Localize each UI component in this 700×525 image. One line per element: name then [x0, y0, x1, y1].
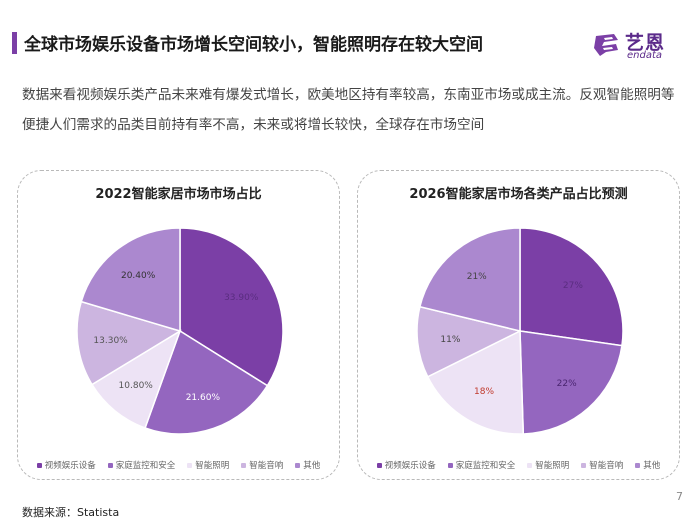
legend-item: 家庭监控和安全 — [447, 459, 515, 471]
logo-text-en: endata — [627, 50, 663, 61]
chart-title: 2026智能家居市场各类产品占比预测 — [409, 187, 628, 202]
legend-item: 其他 — [295, 459, 320, 471]
chart-legend: 视频娱乐设备 家庭监控和安全 智能照明 智能音响 其他 — [358, 459, 679, 471]
legend-item: 视频娱乐设备 — [376, 459, 436, 471]
pie-slice — [426, 329, 525, 435]
slice-label: 21.60% — [186, 393, 221, 403]
slice-label: 20.40% — [121, 271, 156, 281]
intro-paragraph: 数据来看视频娱乐类产品未来难有爆发式增长，欧美地区持有率较高，东南亚市场或成主流… — [22, 87, 675, 133]
slice-label: 18% — [474, 387, 494, 397]
brand-logo: 艺恩 endata — [592, 26, 687, 62]
legend-item: 其他 — [635, 459, 660, 471]
page-number: 7 — [676, 490, 683, 503]
chart-title: 2022智能家居市场市场占比 — [95, 187, 262, 202]
legend-item: 智能音响 — [581, 459, 623, 471]
slice-label: 13.30% — [93, 336, 128, 346]
legend-item: 智能照明 — [527, 459, 569, 471]
slice-label: 33.90% — [224, 293, 259, 303]
logo-text-cn: 艺恩 — [625, 32, 666, 54]
title-accent-bar — [12, 32, 17, 54]
legend-item: 家庭监控和安全 — [107, 459, 175, 471]
logo-icon — [594, 34, 618, 56]
pie-slice — [80, 227, 181, 333]
data-source: 数据来源：Statista — [22, 506, 120, 519]
pie-slice — [76, 300, 182, 386]
slice-label: 10.80% — [119, 381, 154, 391]
slice-label: 27% — [563, 281, 583, 291]
legend-item: 智能照明 — [187, 459, 229, 471]
slice-label: 22% — [557, 379, 577, 389]
slice-label: 11% — [440, 335, 460, 345]
chart-card-2026: 2026智能家居市场各类产品占比预测 27% 22% 18% 11% 21% 视频娱乐设… — [357, 170, 680, 480]
legend-item: 智能音响 — [241, 459, 283, 471]
chart-card-2022: 2022智能家居市场市场占比 33.90% 21.60% 10.80% 13.30% 2… — [17, 170, 340, 480]
legend-item: 视频娱乐设备 — [36, 459, 96, 471]
pie-chart-2022: 33.90% 21.60% 10.80% 13.30% 20.40% — [76, 227, 284, 435]
pie-slice — [90, 329, 182, 429]
pie-slice — [418, 227, 521, 332]
pie-slice — [416, 305, 523, 378]
pie-slice — [144, 329, 269, 435]
chart-legend: 视频娱乐设备 家庭监控和安全 智能照明 智能音响 其他 — [18, 459, 339, 471]
page-title: 全球市场娱乐设备市场增长空间较小，智能照明存在较大空间 — [24, 35, 483, 55]
pie-slice — [519, 227, 624, 347]
pie-slice — [519, 330, 623, 435]
pie-chart-2026: 27% 22% 18% 11% 21% — [416, 227, 624, 435]
slice-label: 21% — [467, 272, 487, 282]
